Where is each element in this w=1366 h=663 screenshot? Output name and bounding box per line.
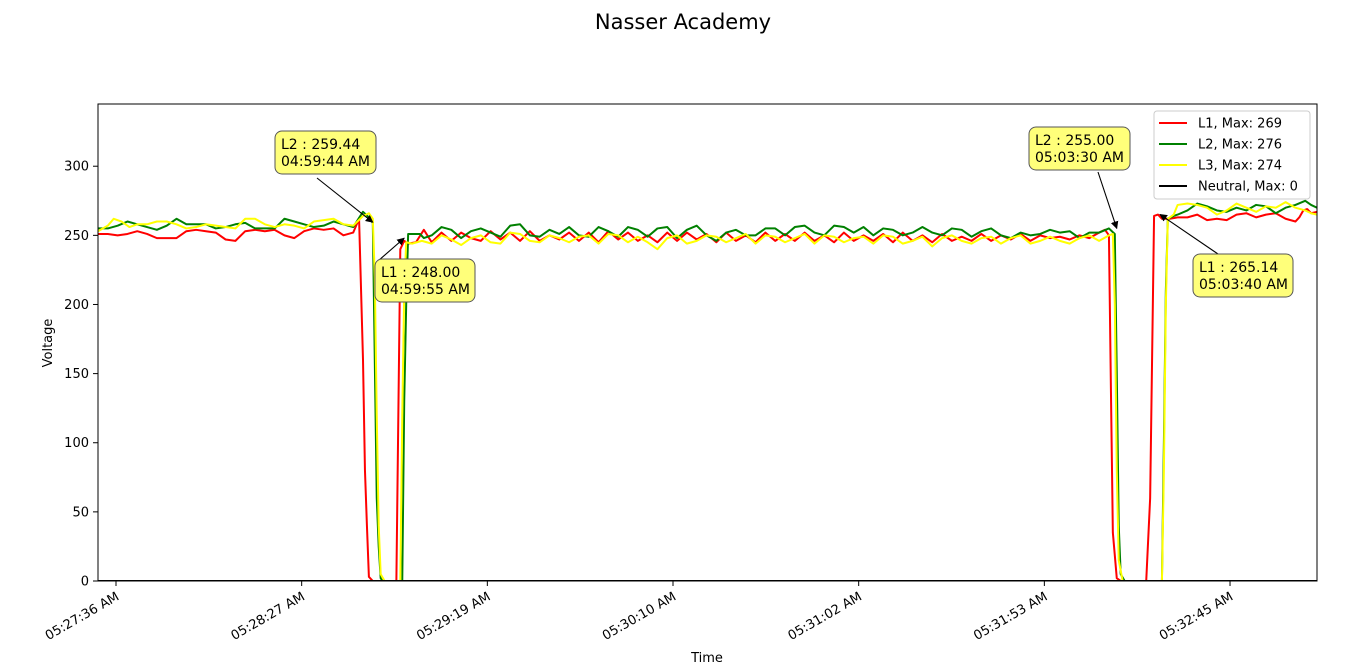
y-tick-label: 150 (64, 367, 89, 382)
annotation-text: 04:59:55 AM (381, 282, 470, 298)
annotation-text: L1 : 248.00 (381, 265, 460, 281)
axes-layer: 0 50 100 150 200 250 300 05:27:36 AM 05:28:27 AM… (43, 103, 1318, 644)
plot-frame (97, 103, 1318, 582)
y-axis-label: Voltage (41, 319, 56, 368)
annotation-arrow (1097, 171, 1119, 230)
annotation-text: 05:03:40 AM (1199, 277, 1288, 293)
series-line-l2 (98, 199, 1317, 581)
annotation-text: L2 : 255.00 (1035, 133, 1114, 149)
annotation-box (1192, 253, 1294, 298)
annotation-box (1028, 126, 1131, 171)
annotation-text: L2 : 259.44 (281, 137, 360, 153)
x-tick-label: 05:31:02 AM (786, 589, 865, 643)
x-axis-label: Time (690, 651, 723, 663)
legend-frame (1153, 110, 1311, 200)
x-tick-label: 05:32:45 AM (1157, 589, 1236, 643)
y-tick-label: 100 (64, 436, 89, 451)
annotation-box (274, 130, 377, 175)
x-tick-label: 05:27:36 AM (43, 589, 122, 643)
legend-label: Neutral, Max: 0 (1198, 180, 1298, 195)
annotation-box (374, 258, 476, 303)
legend-label: L3, Max: 274 (1198, 159, 1282, 174)
legend-label: L1, Max: 269 (1198, 117, 1282, 132)
legend-label: L2, Max: 276 (1198, 138, 1282, 153)
series-line-l1 (98, 208, 1317, 581)
annotation-text: 04:59:44 AM (281, 154, 370, 170)
series-line-l3 (98, 201, 1317, 581)
annotation-text: L1 : 265.14 (1199, 260, 1278, 276)
annotation-text: 05:03:30 AM (1035, 150, 1124, 166)
y-tick-label: 300 (64, 160, 89, 175)
series-layer (98, 199, 1317, 581)
y-tick-label: 250 (64, 229, 89, 244)
x-tick-label: 05:29:19 AM (414, 589, 493, 643)
y-tick-label: 50 (72, 505, 89, 520)
annotation-arrow (377, 237, 405, 262)
chart-title: Nasser Academy (595, 10, 771, 34)
y-tick-label: 200 (64, 298, 89, 313)
x-tick-label: 05:28:27 AM (229, 589, 308, 643)
annotation-arrow (1159, 213, 1219, 255)
annotation-arrow (316, 177, 374, 223)
legend: L1, Max: 269 L2, Max: 276 L3, Max: 274 Neut… (1153, 110, 1311, 200)
x-tick-label: 05:30:10 AM (600, 589, 679, 643)
y-tick-label: 0 (81, 575, 89, 590)
x-tick-label: 05:31:53 AM (971, 589, 1050, 643)
